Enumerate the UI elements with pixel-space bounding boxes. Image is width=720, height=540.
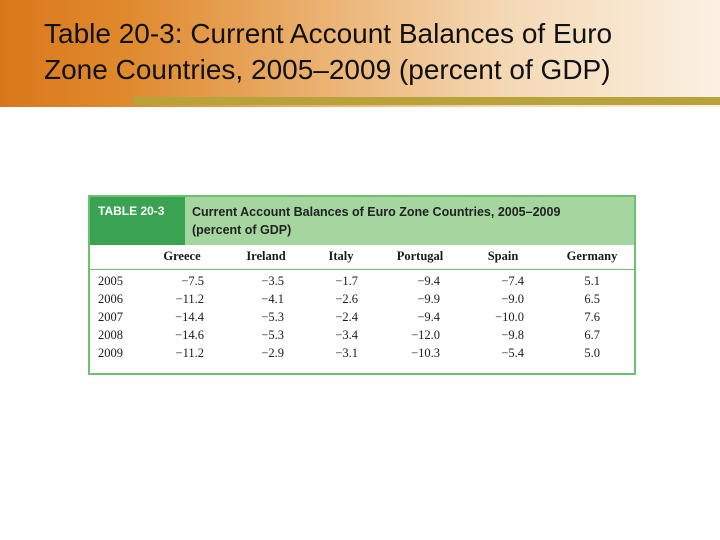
cell-ireland: −5.3 [261, 310, 284, 324]
cell-portugal: −9.4 [417, 274, 440, 288]
table-row: 2005 −7.5 −3.5 −1.7 −9.4 −7.4 5.1 [90, 274, 634, 291]
cell-italy: −3.1 [335, 346, 358, 360]
column-header-portugal: Portugal [396, 249, 444, 263]
row-year: 2009 [98, 346, 123, 360]
data-table: TABLE 20-3 Current Account Balances of E… [88, 195, 636, 375]
table-header-row: Greece Ireland Italy Portugal Spain Germ… [90, 245, 634, 269]
cell-germany: 6.7 [584, 328, 600, 342]
table-number-label: TABLE 20-3 [90, 197, 185, 245]
title-banner [0, 0, 720, 107]
table-caption-row: TABLE 20-3 Current Account Balances of E… [90, 197, 634, 245]
cell-portugal: −9.9 [417, 292, 440, 306]
cell-italy: −3.4 [335, 328, 358, 342]
table-row: 2007 −14.4 −5.3 −2.4 −9.4 −10.0 7.6 [90, 310, 634, 327]
cell-spain: −9.8 [501, 328, 524, 342]
column-header-germany: Germany [566, 249, 618, 263]
column-header-greece: Greece [163, 249, 201, 263]
cell-spain: −7.4 [501, 274, 524, 288]
cell-germany: 5.0 [584, 346, 600, 360]
table-row: 2009 −11.2 −2.9 −3.1 −10.3 −5.4 5.0 [90, 346, 634, 363]
row-year: 2006 [98, 292, 123, 306]
table-caption: Current Account Balances of Euro Zone Co… [192, 203, 622, 239]
cell-germany: 5.1 [584, 274, 600, 288]
column-header-spain: Spain [487, 249, 519, 263]
header-divider [90, 269, 634, 270]
cell-ireland: −5.3 [261, 328, 284, 342]
row-year: 2008 [98, 328, 123, 342]
cell-italy: −2.6 [335, 292, 358, 306]
cell-greece: −11.2 [175, 346, 204, 360]
column-header-ireland: Ireland [246, 249, 286, 263]
cell-germany: 6.5 [584, 292, 600, 306]
column-header-italy: Italy [328, 249, 354, 263]
table-caption-line-1: Current Account Balances of Euro Zone Co… [192, 205, 561, 219]
slide-title: Table 20-3: Current Account Balances of … [44, 16, 714, 88]
cell-italy: −2.4 [335, 310, 358, 324]
cell-spain: −10.0 [495, 310, 524, 324]
cell-ireland: −2.9 [261, 346, 284, 360]
table-row: 2008 −14.6 −5.3 −3.4 −12.0 −9.8 6.7 [90, 328, 634, 345]
cell-germany: 7.6 [584, 310, 600, 324]
cell-italy: −1.7 [335, 274, 358, 288]
cell-portugal: −10.3 [411, 346, 440, 360]
cell-ireland: −3.5 [261, 274, 284, 288]
table-caption-line-2: (percent of GDP) [192, 223, 292, 237]
slide-title-line-2: Zone Countries, 2005–2009 (percent of GD… [44, 54, 611, 85]
cell-spain: −5.4 [501, 346, 524, 360]
cell-greece: −7.5 [181, 274, 204, 288]
cell-spain: −9.0 [501, 292, 524, 306]
cell-ireland: −4.1 [261, 292, 284, 306]
title-rule [133, 97, 720, 105]
slide-title-line-1: Table 20-3: Current Account Balances of … [44, 18, 613, 49]
cell-portugal: −9.4 [417, 310, 440, 324]
table-row: 2006 −11.2 −4.1 −2.6 −9.9 −9.0 6.5 [90, 292, 634, 309]
row-year: 2005 [98, 274, 123, 288]
cell-greece: −11.2 [175, 292, 204, 306]
cell-portugal: −12.0 [411, 328, 440, 342]
row-year: 2007 [98, 310, 123, 324]
cell-greece: −14.4 [175, 310, 204, 324]
cell-greece: −14.6 [175, 328, 204, 342]
